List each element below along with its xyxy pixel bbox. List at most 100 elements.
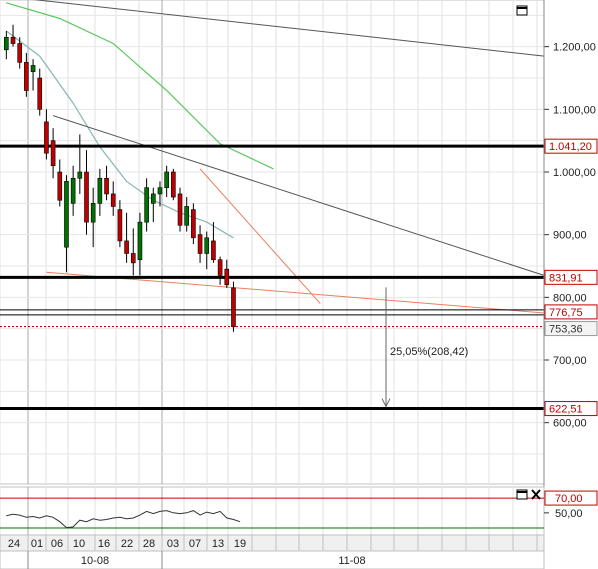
price-panel-background	[0, 0, 545, 485]
candle-body	[211, 240, 216, 261]
candle-body	[184, 206, 189, 226]
day-label: 07	[189, 538, 201, 550]
day-label: 22	[121, 538, 133, 550]
maximize-icon[interactable]	[516, 489, 528, 500]
candle-body	[30, 65, 36, 73]
projection-arrow-head	[381, 398, 391, 408]
indicator-close-button[interactable]	[531, 489, 541, 500]
candle-body	[84, 171, 89, 223]
indicator-level-tag	[544, 490, 598, 506]
price-tick-label: 900,00	[553, 230, 587, 242]
trend-lines	[33, 0, 545, 314]
horizontal-grid	[0, 14, 544, 455]
moving-average-line	[5, 30, 234, 239]
moving-average-line	[6, 2, 274, 170]
price-tick-label: 1.000,00	[553, 167, 596, 179]
indicator-series-line	[6, 510, 241, 529]
trend-line	[52, 115, 545, 276]
candle-body	[97, 177, 103, 204]
candle-body	[77, 171, 83, 179]
day-label: 10	[73, 538, 85, 550]
candle-body	[130, 253, 136, 264]
projection-label: 25,05%(208,42)	[390, 346, 468, 358]
price-panel: 25,05%(208,42)	[0, 0, 545, 485]
month-label: 11-08	[338, 555, 365, 567]
candle-body	[117, 209, 123, 242]
candle-body	[137, 221, 143, 261]
candle-body	[50, 140, 56, 167]
day-label: 06	[51, 538, 63, 550]
maximize-icon[interactable]	[516, 5, 528, 16]
candle-body	[177, 193, 183, 226]
candle-body	[231, 287, 236, 328]
price-level-tag-label: 831,91	[549, 272, 583, 284]
candle-body	[17, 43, 23, 63]
indicator-levels	[0, 497, 544, 529]
price-axis: 1.300,001.200,001.100,001.000,00900,0080…	[543, 0, 596, 535]
support-resistance-levels	[0, 144, 544, 411]
candle-body	[151, 193, 156, 204]
candle-body	[224, 268, 230, 286]
day-label: 24	[8, 538, 20, 550]
trend-line	[33, 0, 545, 57]
vertical-grid	[0, 0, 538, 484]
maximize-button[interactable]	[516, 5, 528, 16]
candle-body	[4, 36, 9, 51]
trend-line	[46, 271, 545, 314]
price-level-tag	[544, 401, 598, 417]
candle-body	[70, 177, 76, 204]
day-label: 16	[98, 538, 110, 550]
indicator-panel	[0, 486, 545, 536]
price-level-tag-label: 1.041,20	[549, 141, 592, 153]
candle-body	[197, 234, 203, 254]
price-tick-label: 1.100,00	[553, 104, 596, 116]
candle-body	[171, 171, 176, 198]
candle-body	[204, 237, 210, 254]
price-level-tag	[544, 304, 598, 320]
trend-line	[199, 168, 321, 304]
indicator-vertical-grid	[0, 487, 538, 535]
candle-body	[37, 77, 43, 110]
time-axis-month-row	[0, 550, 545, 569]
price-tick-label: 700,00	[553, 355, 587, 367]
candle-body	[64, 181, 69, 248]
month-label: 10-08	[81, 555, 109, 567]
price-level-tags: 1.041,20 831,91 776,75 622,51 753,36	[544, 138, 598, 417]
indicator-level-tag-label: 70,00	[555, 493, 583, 505]
last-price-tag-label: 753,36	[549, 324, 583, 336]
indicator-axis: 70,00 50,00	[544, 490, 598, 520]
day-label: 03	[167, 538, 179, 550]
day-label: 28	[143, 538, 155, 550]
candle-body	[44, 121, 49, 154]
day-label: 01	[31, 538, 43, 550]
price-level-tag-label: 776,75	[549, 307, 583, 319]
last-price-tag	[544, 321, 598, 337]
candle-body	[217, 259, 223, 276]
price-level-tag	[544, 269, 598, 285]
candle-body	[191, 209, 196, 239]
projection-arrow: 25,05%(208,42)	[381, 287, 468, 408]
price-tick-label: 800,00	[553, 292, 587, 304]
candle-body	[124, 240, 129, 254]
day-labels: 24 01 06 10 16 22 28 03 07 13 19	[0, 535, 538, 551]
price-tick-label: 600,00	[553, 418, 587, 430]
price-tick-label: 1.200,00	[553, 42, 596, 54]
indicator-panel-background	[0, 486, 545, 536]
candle-body	[57, 171, 63, 201]
month-labels: 10-08 11-08	[27, 551, 366, 569]
candle-body	[10, 36, 16, 44]
candle-body	[157, 187, 163, 195]
candle-body	[104, 177, 109, 195]
day-label: 19	[234, 538, 246, 550]
candlestick-series	[4, 24, 236, 332]
candle-body	[164, 171, 169, 188]
candle-body	[144, 187, 149, 223]
time-axis: 24 01 06 10 16 22 28 03 07 13 19 10-08 11-08	[0, 534, 545, 569]
candle-body	[24, 62, 29, 91]
indicator-tick-label: 50,00	[555, 508, 583, 520]
indicator-maximize-button[interactable]	[516, 489, 528, 500]
day-label: 13	[212, 538, 224, 550]
indicator-line	[6, 510, 241, 529]
price-level-tag	[544, 138, 598, 154]
